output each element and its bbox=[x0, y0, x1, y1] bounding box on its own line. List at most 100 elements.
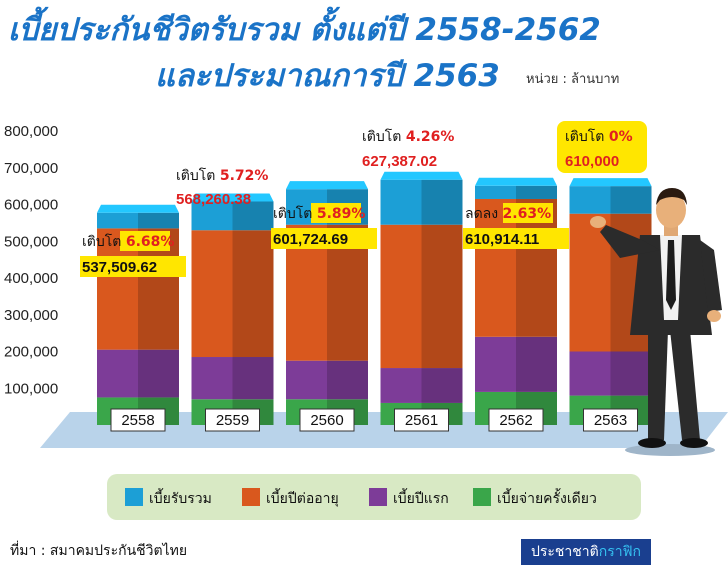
y-tick-label: 200,000 bbox=[4, 344, 58, 361]
annotation-pct-highlight bbox=[503, 203, 553, 223]
x-tick-box bbox=[583, 408, 638, 432]
legend-swatch-renewal bbox=[242, 488, 260, 506]
bar-top-face bbox=[569, 178, 652, 187]
annotation-2560: เติบโต 5.89% 601,724.69 bbox=[271, 203, 377, 249]
bar-segment-first-year bbox=[191, 357, 233, 400]
annotation-growth-label: เติบโต 0% bbox=[565, 128, 633, 145]
bar-segment-first-year bbox=[97, 349, 138, 398]
annotation-value: 601,724.69 bbox=[273, 231, 348, 248]
chart-title-line1: เบี้ยประกันชีวิตรับรวม ตั้งแต่ปี 2558-25… bbox=[8, 6, 601, 48]
bar-top-face bbox=[380, 171, 463, 180]
x-tick-label: 2560 bbox=[310, 412, 343, 429]
brand-part1: ประชาชาติ bbox=[531, 544, 599, 560]
bar-segment-first-year-side bbox=[610, 351, 652, 396]
bar-segment-total-side bbox=[610, 186, 652, 214]
annotations-group: เติบโต 6.68% 537,509.62 เติบโต 5.72% 568,26… bbox=[80, 121, 647, 277]
x-tick-label: 2559 bbox=[216, 412, 249, 429]
bar-segment-total bbox=[569, 186, 611, 214]
y-axis: 800,000 700,000 600,000 500,000 400,000 300,0… bbox=[4, 123, 58, 397]
annotation-growth-label: เติบโต 6.68% bbox=[82, 233, 174, 250]
annotation-value: 627,387.02 bbox=[362, 153, 437, 170]
bar-2559 bbox=[191, 193, 274, 425]
bar-segment-total bbox=[475, 185, 516, 199]
bar-segment-first-year-side bbox=[138, 349, 179, 398]
annotation-pct-highlight bbox=[120, 231, 170, 251]
bar-top-face bbox=[475, 177, 557, 186]
annotation-pct-highlight bbox=[311, 203, 361, 223]
x-tick-box bbox=[488, 408, 544, 432]
bar-segment-renewal-side bbox=[421, 224, 463, 369]
x-tick-box bbox=[205, 408, 260, 432]
x-tick-box bbox=[394, 408, 449, 432]
annotation-2561: เติบโต 4.26% 627,387.02 bbox=[362, 128, 454, 170]
annotation-2562: ลดลง 2.63% 610,914.11 bbox=[463, 203, 569, 249]
bar-2562 bbox=[475, 177, 557, 425]
annotation-growth-label: เติบโต 5.72% bbox=[176, 167, 268, 184]
bar-top-face bbox=[191, 193, 274, 202]
y-tick-label: 300,000 bbox=[4, 307, 58, 324]
annotation-value: 610,000 bbox=[565, 153, 619, 170]
x-tick-label: 2563 bbox=[594, 412, 627, 429]
x-tick-label: 2558 bbox=[121, 412, 154, 429]
y-tick-label: 600,000 bbox=[4, 197, 58, 214]
y-tick-label: 400,000 bbox=[4, 270, 58, 287]
annotation-value-highlight bbox=[80, 256, 186, 277]
annotation-growth-label: เติบโต 4.26% bbox=[362, 128, 454, 145]
legend-swatch-single bbox=[473, 488, 491, 506]
legend-label-total: เบี้ยรับรวม bbox=[149, 488, 212, 507]
source-note: ที่มา : สมาคมประกันชีวิตไทย bbox=[10, 543, 188, 559]
brand-part2: กราฟิก bbox=[598, 544, 641, 560]
bar-segment-renewal-side bbox=[232, 230, 274, 358]
annotation-value: 568,260.38 bbox=[176, 191, 251, 208]
legend-swatch-total bbox=[125, 488, 143, 506]
bar-segment-total-side bbox=[138, 212, 179, 229]
bar-segment-first-year-side bbox=[327, 360, 368, 400]
annotation-value: 537,509.62 bbox=[82, 259, 157, 276]
annotation-growth-label: เติบโต 5.89% bbox=[273, 205, 365, 222]
y-tick-label: 700,000 bbox=[4, 160, 58, 177]
annotation-value-highlight bbox=[271, 228, 377, 249]
bar-segment-first-year bbox=[286, 360, 327, 400]
legend: เบี้ยรับรวม เบี้ยปีต่ออายุ เบี้ยปีแรก เบ… bbox=[107, 474, 641, 520]
x-tick-label: 2561 bbox=[405, 412, 438, 429]
x-tick-box bbox=[110, 408, 166, 432]
legend-label-renewal: เบี้ยปีต่ออายุ bbox=[266, 488, 339, 507]
bar-segment-total bbox=[97, 212, 138, 229]
bar-segment-total-side bbox=[232, 201, 274, 231]
bar-segment-first-year bbox=[475, 336, 516, 392]
annotation-value: 610,914.11 bbox=[465, 231, 539, 248]
chart-title-line2: และประมาณการปี 2563 bbox=[155, 58, 500, 94]
bar-segment-total bbox=[191, 201, 233, 231]
annotation-highlight-box bbox=[557, 121, 647, 173]
bars-group bbox=[97, 171, 652, 425]
bar-2561 bbox=[380, 171, 463, 425]
x-axis: 2558 2559 2560 2561 2562 2563 bbox=[110, 408, 638, 432]
legend-items: เบี้ยรับรวม เบี้ยปีต่ออายุ เบี้ยปีแรก เบ… bbox=[125, 488, 597, 507]
bar-segment-first-year-side bbox=[516, 336, 557, 392]
brand-logo: ประชาชาติกราฟิก bbox=[521, 539, 651, 565]
y-tick-label: 800,000 bbox=[4, 123, 58, 140]
bar-segment-first-year bbox=[569, 351, 611, 396]
legend-label-first-year: เบี้ยปีแรก bbox=[393, 488, 449, 507]
bar-segment-first-year-side bbox=[421, 368, 463, 403]
annotation-2558: เติบโต 6.68% 537,509.62 bbox=[80, 231, 186, 277]
bar-segment-renewal bbox=[191, 230, 233, 358]
x-tick-label: 2562 bbox=[499, 412, 532, 429]
legend-label-single: เบี้ยจ่ายครั้งเดียว bbox=[497, 488, 597, 507]
unit-label: หน่วย : ล้านบาท bbox=[526, 72, 619, 87]
bar-segment-first-year bbox=[380, 368, 422, 403]
bar-top-face bbox=[97, 204, 179, 213]
y-tick-label: 500,000 bbox=[4, 233, 58, 250]
bar-segment-total-side bbox=[516, 185, 557, 199]
bar-segment-renewal bbox=[380, 224, 422, 369]
bar-segment-total bbox=[380, 179, 422, 225]
x-tick-box bbox=[299, 408, 355, 432]
y-tick-label: 100,000 bbox=[4, 380, 58, 397]
bar-segment-first-year-side bbox=[232, 357, 274, 400]
annotation-2563: เติบโต 0% 610,000 bbox=[557, 121, 647, 173]
bar-top-face bbox=[286, 181, 368, 190]
businessman-illustration bbox=[590, 188, 722, 456]
annotation-growth-label: ลดลง 2.63% bbox=[465, 206, 551, 222]
bar-segment-total-side bbox=[421, 179, 463, 225]
